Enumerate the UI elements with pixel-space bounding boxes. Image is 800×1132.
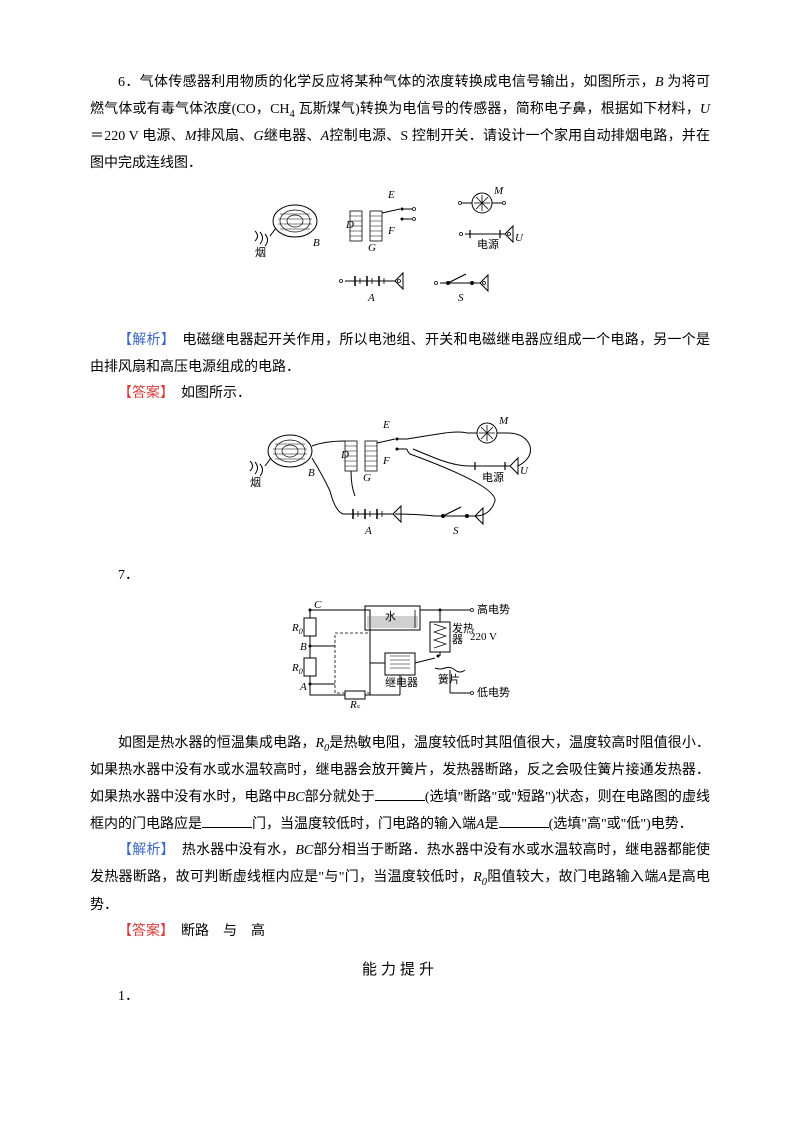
next-q: 1． — [90, 984, 710, 1011]
q7d-reed: 簧片 — [438, 672, 460, 686]
q7-jiexi-label: 解析 — [132, 843, 160, 858]
d1-S: S — [458, 292, 464, 304]
q7-jiexi: 【解析】 热水器中没有水，BC部分相当于断路．热水器中没有水或水温较高时，继电器… — [90, 838, 710, 919]
q7-daan: 【答案】 断路 与 高 — [90, 919, 710, 946]
d2-G: G — [363, 472, 371, 484]
q6-text: 6．气体传感器利用物质的化学反应将某种气体的浓度转换成电信号输出，如图所示，B … — [90, 70, 710, 178]
d2-B: B — [308, 467, 315, 479]
q6-daan-label: 答案 — [132, 386, 160, 401]
q6-A: A — [321, 129, 330, 144]
q7d-relay: 继电器 — [385, 676, 418, 689]
q7d-R0b: R0 — [291, 662, 303, 676]
q7-jR0: R0 — [473, 870, 487, 885]
d2-M: M — [498, 416, 509, 427]
q7d-R0t: R0 — [291, 622, 303, 636]
d2-S: S — [453, 525, 459, 537]
q7d-RS: RS — [349, 699, 361, 708]
d2-E: E — [382, 419, 390, 431]
q7-BC: BC — [287, 790, 305, 805]
d1-A: A — [367, 292, 375, 304]
d1-F: F — [387, 225, 395, 237]
q7-text: 如图是热水器的恒温集成电路，R0是热敏电阻，温度较低时其阻值很大，温度较高时阻值… — [90, 731, 710, 839]
q7-blank1 — [375, 787, 425, 801]
q7d-B: B — [300, 641, 307, 653]
q7-diagram: R0 C B R0 A 水 高电势 发热 器 — [90, 598, 710, 719]
q7-daan-text: 断路 与 高 — [181, 924, 265, 939]
q6-line5: 排风扇、 — [197, 129, 254, 144]
section-title: 能力提升 — [90, 956, 710, 985]
d1-smoke: 烟 — [255, 245, 266, 259]
q7-t1: 如图是热水器的恒温集成电路， — [118, 736, 315, 751]
q7d-hi: 高电势 — [477, 602, 510, 616]
q6-diagram2: 烟 B E D F G — [90, 416, 710, 552]
q7-jA: A — [659, 870, 668, 885]
d2-F: F — [382, 455, 390, 467]
d1-M: M — [493, 186, 504, 197]
battery-icon2 — [343, 506, 401, 522]
d1-E: E — [387, 189, 395, 201]
q7-t5: 门，当温度较低时，门电路的输入端 — [252, 817, 476, 832]
q6-jiexi: 【解析】 电磁继电器起开关作用，所以电池组、开关和电磁继电器应组成一个电路，另一… — [90, 328, 710, 381]
relay-icon — [350, 207, 416, 241]
q6-diagram1: 烟 B E D F — [90, 186, 710, 317]
q6-line4: ＝220 V 电源、 — [90, 129, 185, 144]
q7-jBC: BC — [295, 843, 313, 858]
q6-U: U — [700, 102, 710, 117]
switch-icon — [435, 274, 489, 291]
d1-U: U — [515, 232, 524, 244]
d1-G: G — [368, 242, 376, 254]
relay-icon2 — [345, 437, 407, 471]
q7-num: 7． — [90, 563, 710, 590]
q7d-heater-l2: 器 — [452, 633, 463, 646]
q7d-220v: 220 V — [470, 631, 497, 643]
q6-M: M — [185, 129, 197, 144]
q6-line6: 继电器、 — [264, 129, 321, 144]
q7d-lo: 低电势 — [477, 686, 510, 699]
q6-jiexi-text: 电磁继电器起开关作用，所以电池组、开关和电磁继电器应组成一个电路，另一个是由排风… — [90, 333, 710, 375]
d1-B: B — [313, 237, 320, 249]
q7-A2: A — [476, 817, 485, 832]
q6-line1: 6．气体传感器利用物质的化学反应将某种气体的浓度转换成电信号输出，如图所示， — [118, 75, 655, 90]
q7-daan-label: 答案 — [132, 924, 160, 939]
sensor-icon — [250, 435, 312, 476]
d2-A: A — [364, 525, 372, 537]
q6-jiexi-label: 解析 — [132, 333, 161, 348]
d2-D: D — [340, 449, 349, 461]
q7d-water: 水 — [385, 610, 396, 623]
d2-power: 电源 — [482, 470, 504, 484]
d2-smoke: 烟 — [250, 475, 261, 489]
q6-B: B — [655, 75, 664, 90]
q6-daan: 【答案】 如图所示． — [90, 381, 710, 408]
q7-blank2 — [202, 814, 252, 828]
d1-power: 电源 — [477, 237, 499, 251]
sensor-icon — [255, 205, 317, 246]
q6-G: G — [254, 129, 264, 144]
d2-U: U — [520, 465, 529, 477]
q7-jt3: 阻值较大，故门电路输入端 — [487, 870, 659, 885]
q7-R0: R0 — [315, 736, 329, 751]
q7-t6: 是 — [485, 817, 499, 832]
q7-jt1: 热水器中没有水， — [182, 843, 295, 858]
q6-daan-text: 如图所示． — [181, 386, 251, 401]
q7d-C: C — [314, 599, 322, 611]
q6-line3: 瓦斯煤气)转换为电信号的传感器，简称电子鼻，根据如下材料， — [295, 102, 700, 117]
q7-blank3 — [499, 814, 549, 828]
battery-icon — [340, 273, 404, 289]
q7-t7: (选填"高"或"低")电势． — [549, 817, 693, 832]
q7-t3: 部分就处于 — [305, 790, 375, 805]
q7d-A: A — [299, 681, 307, 693]
d1-D: D — [345, 219, 354, 231]
